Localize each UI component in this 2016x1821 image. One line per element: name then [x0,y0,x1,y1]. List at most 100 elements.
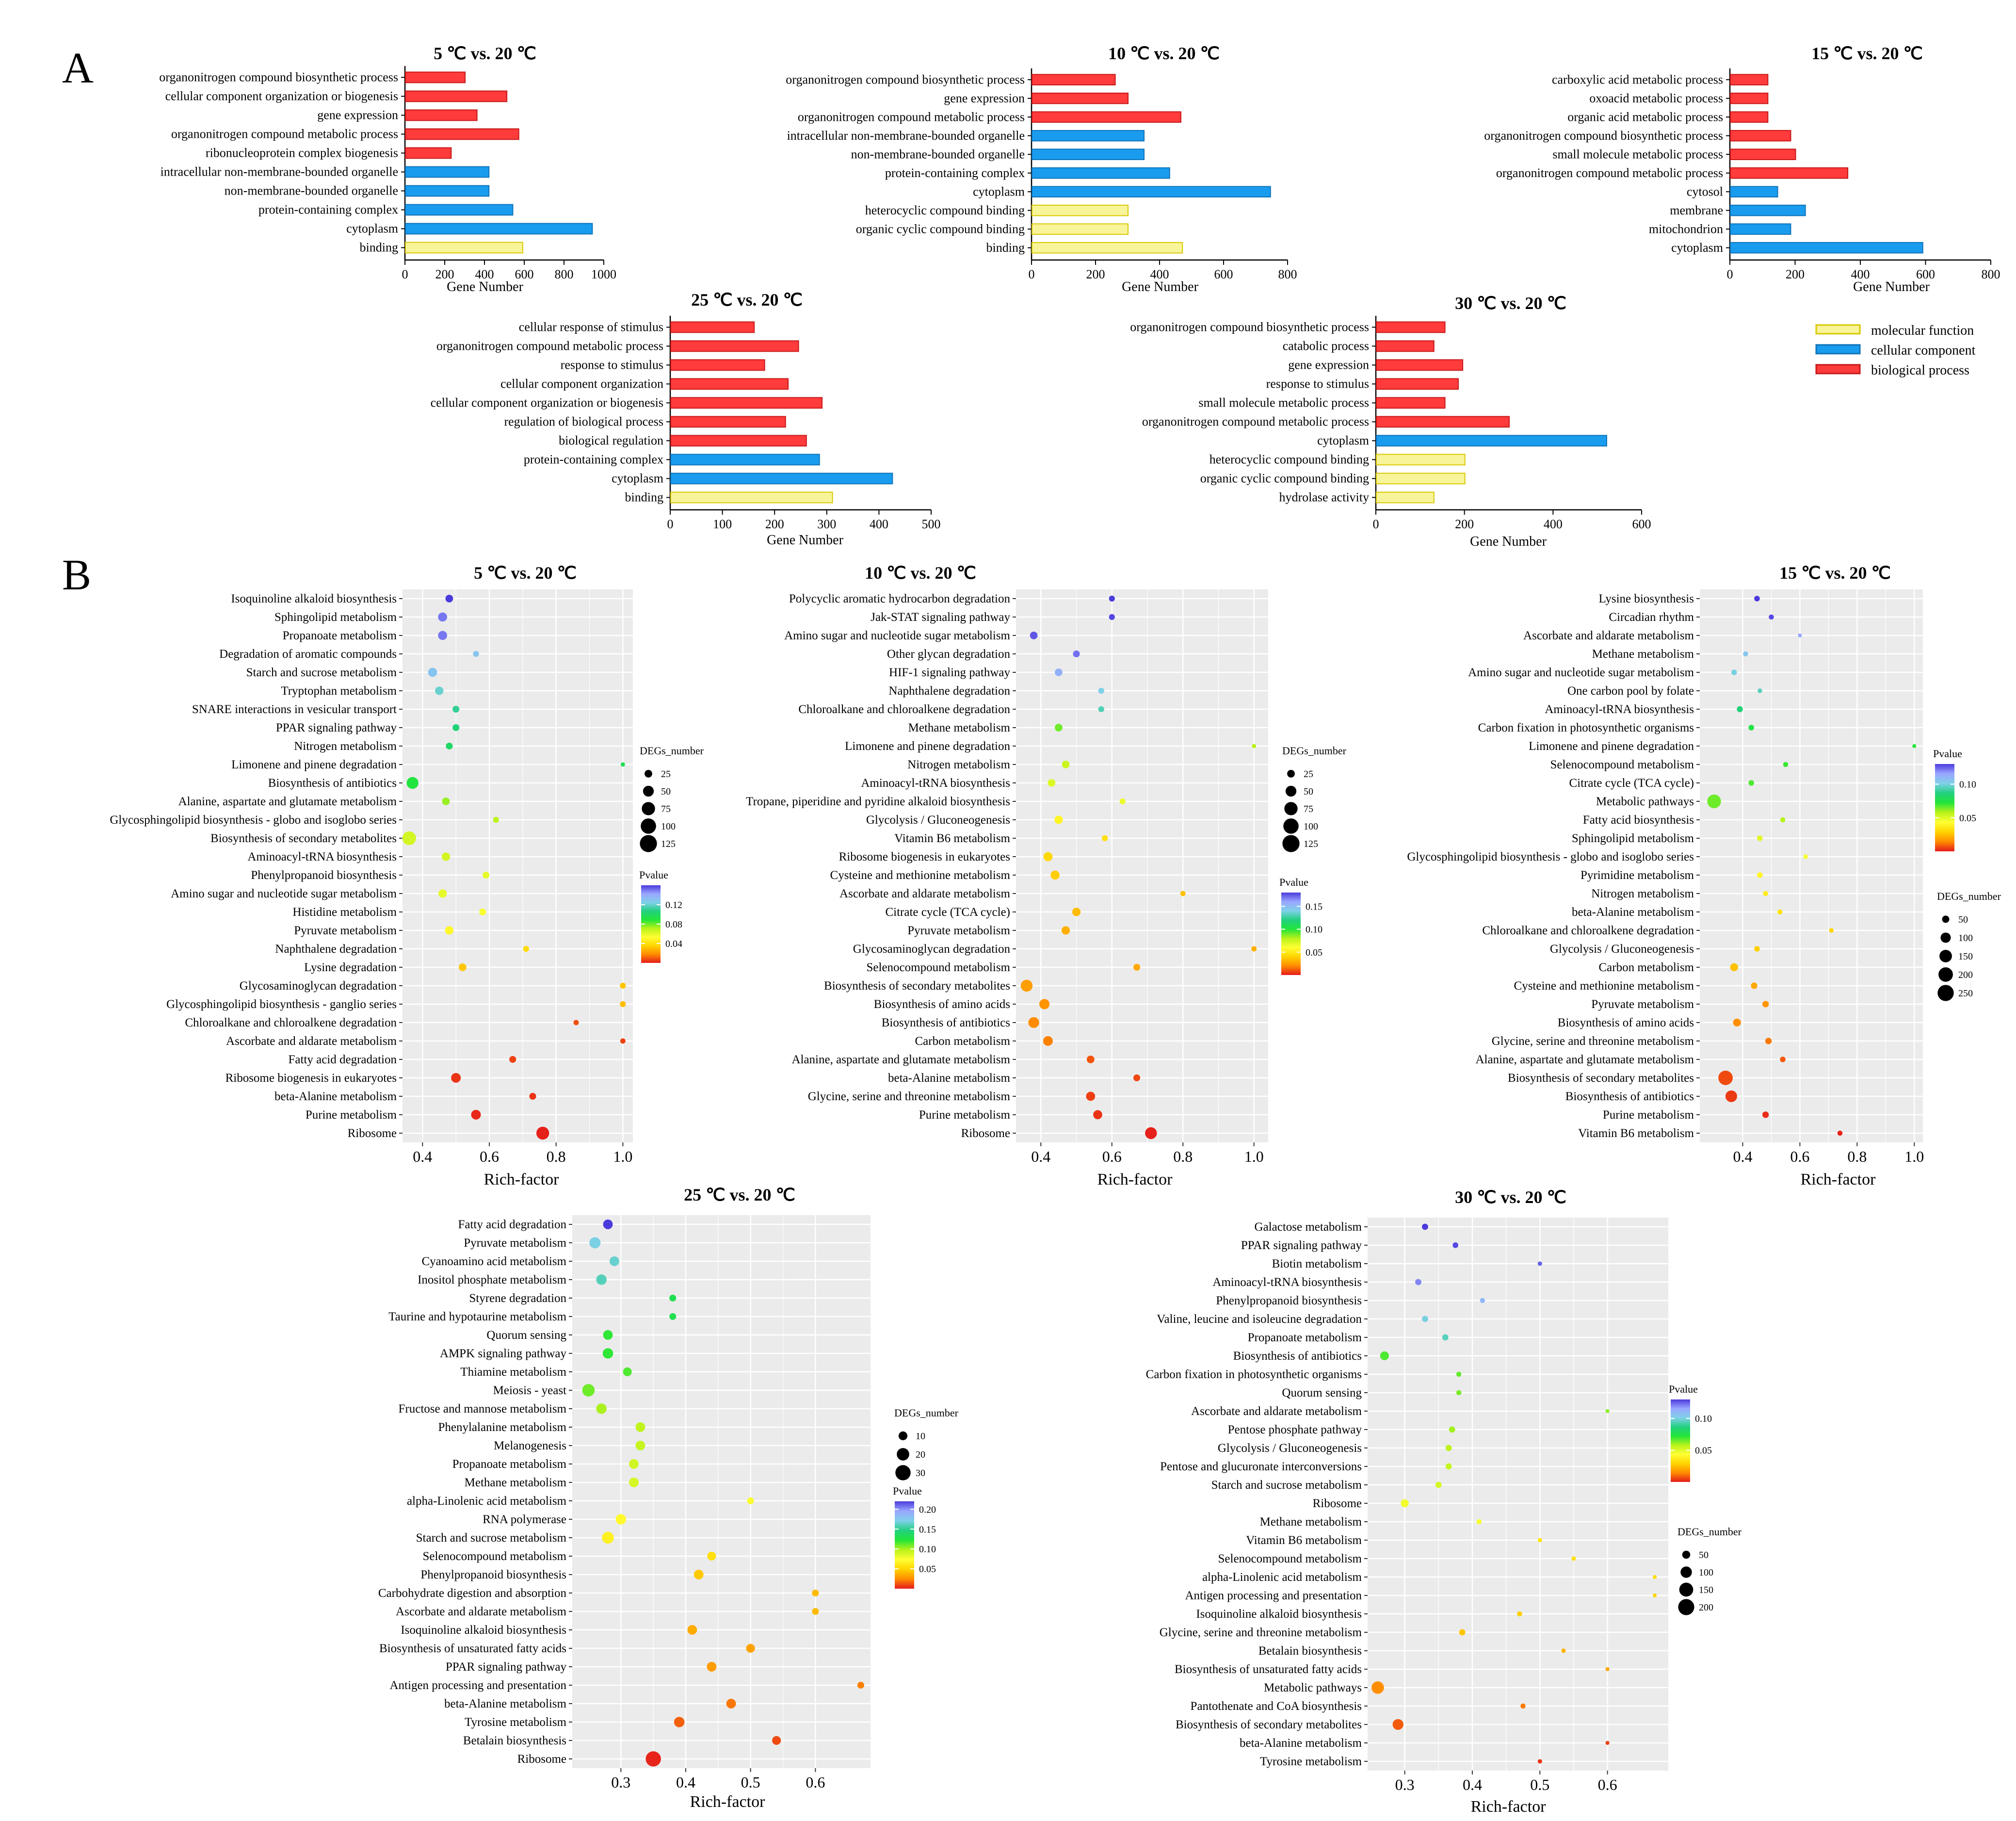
pathway-label: Methane metabolism [908,721,1011,734]
pathway-label: Starch and sucrose metabolism [246,666,397,679]
bubble-point [1445,1463,1452,1470]
pathway-label: Ascorbate and aldarate metabolism [839,887,1010,900]
x-tick-label: 0 [1727,267,1733,281]
category-label: cellular component organization or bioge… [165,89,398,103]
x-axis-label: Gene Number [447,279,524,294]
pathway-label: Ascorbate and aldarate metabolism [396,1605,566,1618]
bubble-point [623,1367,632,1377]
size-legend-label: 150 [1958,951,1973,962]
x-tick-label: 0.8 [547,1148,566,1165]
bar-bp [1730,148,1796,161]
bubble-point [1754,946,1760,952]
pathway-label: Pyruvate metabolism [907,924,1010,937]
x-axis-label: Rich-factor [1471,1798,1546,1816]
bubble-point [1459,1629,1466,1636]
bubble-point [1537,1759,1542,1764]
bubble-point [1086,1091,1096,1101]
size-legend-dot [895,1465,911,1480]
x-tick-label: 100 [713,517,732,531]
bubble-point [1520,1703,1526,1709]
bar-bp [1730,130,1791,142]
bubble-point [620,1001,626,1008]
category-label: cytoplasm [1317,434,1369,448]
colorbar-tick-label: 0.15 [1306,901,1322,912]
category-label: intracellular non-membrane-bounded organ… [161,165,398,179]
pathway-label: Alanine, aspartate and glutamate metabol… [178,795,397,808]
bubble-point [1109,595,1115,602]
size-legend-dot [1283,818,1299,834]
category-label: organonitrogen compound biosynthetic pro… [159,70,398,84]
pathway-label: Propanoate metabolism [283,629,397,642]
bubble-point [402,831,416,845]
x-tick-label: 1.0 [613,1148,632,1165]
bubble-point [1050,870,1060,880]
bubble-point [620,982,626,989]
bar-cc [670,472,893,485]
bubble-point [1380,1351,1389,1361]
bubble-point [1043,1036,1053,1046]
pathway-label: Amino sugar and nucleotide sugar metabol… [784,629,1010,642]
category-label: cytoplasm [1671,241,1723,255]
bubble-point [812,1608,819,1615]
pvalue-legend-title: Pvalue [1669,1383,1698,1395]
pvalue-colorbar [1935,764,1954,851]
bubble-point [1733,1018,1741,1027]
pathway-label: Ascorbate and aldarate metabolism [226,1035,397,1048]
size-legend-label: 125 [661,839,676,849]
pathway-label: Isoquinoline alkaloid biosynthesis [1196,1608,1362,1621]
pathway-label: Fatty acid degradation [458,1218,566,1231]
pathway-label: Aminoacyl-tRNA biosynthesis [861,777,1010,790]
bubble-point [687,1625,697,1635]
pvalue-legend: Pvalue 0.10 0.05 [1669,1383,1712,1482]
bubble-point [438,612,447,622]
pathway-label: Styrene degradation [469,1292,566,1305]
bubble-point [1707,794,1721,809]
bubble-point [635,1422,645,1432]
bubble-point [459,963,467,971]
size-legend-label: 100 [661,821,676,832]
pvalue-legend-title: Pvalue [1279,876,1308,888]
size-legend-label: 75 [661,804,671,814]
bar-cc [1730,242,1923,254]
category-label: cytoplasm [973,184,1025,198]
pathway-label: Biotin metabolism [1272,1257,1362,1270]
bar-bp [1376,378,1459,390]
bubble-point [1098,706,1104,713]
category-label: heterocyclic compound binding [865,203,1025,217]
bubble-point [1571,1556,1576,1561]
bar-bp [1376,397,1446,409]
bubble-point [1062,761,1070,768]
size-legend-label: 50 [1699,1550,1709,1561]
pvalue-legend-title: Pvalue [639,869,668,881]
bar-bp [1376,359,1464,371]
size-legend-label: 100 [1958,933,1973,943]
pathway-label: beta-Alanine metabolism [1572,906,1694,919]
x-tick-label: 0.4 [1031,1148,1050,1165]
pathway-label: Pyruvate metabolism [294,924,397,937]
bubble-point [772,1736,781,1745]
x-tick-label: 0.6 [1598,1776,1617,1793]
category-label: heterocyclic compound binding [1210,453,1369,467]
size-legend-title: DEGs_number [1282,745,1347,757]
bubble-point [603,1330,613,1340]
category-label: carboxylic acid metabolic process [1552,72,1723,86]
x-tick-label: 1.0 [1244,1148,1264,1165]
pathway-label: Pentose phosphate pathway [1228,1423,1362,1436]
bubble-point [629,1459,639,1469]
bubble-point [1101,835,1108,842]
pathway-label: Biosynthesis of secondary metabolites [210,832,397,845]
colorbar-tick-label: 0.10 [1695,1414,1712,1424]
x-tick-label: 0 [1029,267,1035,281]
pathway-label: Glycosaminoglycan degradation [853,943,1011,956]
bubble-point [1252,744,1257,748]
bubble-point [747,1497,754,1505]
x-tick-label: 800 [555,267,574,281]
pathway-label: Methane metabolism [465,1476,567,1489]
pathway-label: Cyanoamino acid metabolism [421,1255,566,1268]
category-label: organonitrogen compound metabolic proces… [1142,415,1369,429]
pathway-label: alpha-Linolenic acid metabolism [407,1495,567,1508]
bubble-point [1133,1074,1141,1082]
bubble-point [615,1514,627,1525]
bubble-point [1030,632,1038,639]
